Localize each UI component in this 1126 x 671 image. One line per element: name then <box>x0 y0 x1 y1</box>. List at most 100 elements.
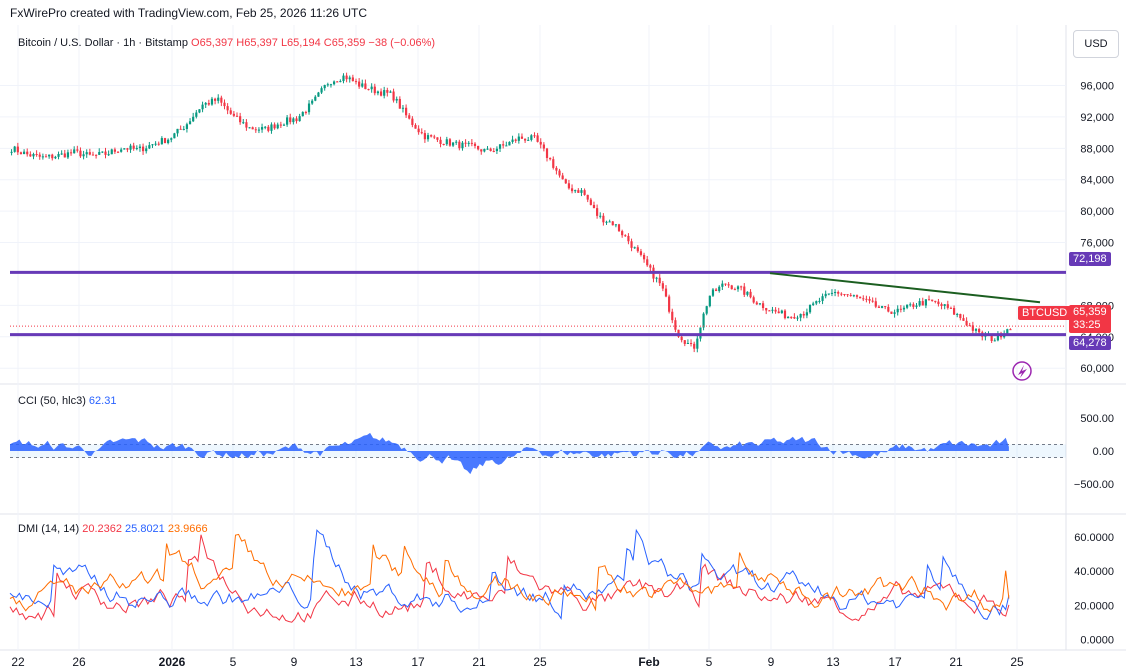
candle-body <box>927 299 931 301</box>
candle-body <box>48 154 51 157</box>
candle-body <box>743 286 746 295</box>
candle-body <box>35 154 38 156</box>
candle-body <box>123 148 126 150</box>
low-value: L65,194 <box>280 37 321 49</box>
x-tick-label: 13 <box>349 655 363 669</box>
candle-body <box>126 148 129 150</box>
candle-body <box>104 151 107 155</box>
candle-body <box>235 115 239 117</box>
candle-body <box>821 296 824 301</box>
candle-body <box>727 284 730 286</box>
candle-body <box>567 183 571 189</box>
candle-body <box>307 103 311 113</box>
candle-body <box>195 112 198 117</box>
candle-body <box>868 298 871 301</box>
candle-body <box>614 224 617 226</box>
candle-body <box>414 124 417 129</box>
candle-body <box>768 310 771 312</box>
candle-body <box>937 301 940 305</box>
candle-body <box>514 139 517 141</box>
candle-body <box>968 325 971 327</box>
candle-body <box>304 112 307 114</box>
candle-body <box>19 152 23 155</box>
candle-body <box>802 313 805 316</box>
candle-body <box>934 300 937 302</box>
candle-body <box>959 313 962 319</box>
candle-body <box>483 149 486 152</box>
candle-body <box>336 81 339 83</box>
candle-body <box>602 215 605 223</box>
candle-body <box>639 251 643 255</box>
candle-body <box>173 133 176 139</box>
candle-body <box>276 124 279 129</box>
candle-body <box>580 190 583 193</box>
candle-body <box>88 152 91 155</box>
candle-body <box>846 294 849 296</box>
candle-body <box>912 304 915 307</box>
candle-body <box>464 142 467 144</box>
support-price-tag: 64,278 <box>1069 336 1111 350</box>
candle-body <box>990 334 993 342</box>
candle-body <box>896 308 899 313</box>
candle-body <box>686 342 690 344</box>
axis-layer: 22 26 2026 5 9 13 17 21 25 Feb 5 9 13 17 21 25 96,000 92,… <box>11 80 1114 669</box>
candle-body <box>577 190 580 193</box>
candle-body <box>818 300 821 302</box>
candle-body <box>871 300 874 302</box>
candle-body <box>489 148 492 151</box>
candle-body <box>583 190 586 195</box>
candle-body <box>188 121 192 125</box>
candle-body <box>210 98 214 105</box>
candle-body <box>245 122 248 128</box>
candle-body <box>267 126 270 131</box>
candle-body <box>176 128 179 134</box>
candle-body <box>332 81 336 85</box>
candle-body <box>32 154 35 157</box>
candle-body <box>815 301 818 304</box>
candle-body <box>909 304 912 306</box>
candle-body <box>621 231 624 236</box>
candle-body <box>379 91 383 96</box>
candle-body <box>361 83 364 87</box>
candle-body <box>765 308 768 311</box>
candle-body <box>705 306 708 314</box>
x-tick-label: 5 <box>230 655 237 669</box>
dmi-tick-label: 60.0000 <box>1074 532 1114 544</box>
cci-pane <box>10 432 1066 475</box>
candle-body <box>949 307 953 309</box>
candle-body <box>752 297 755 303</box>
high-value: H65,397 <box>236 37 278 49</box>
candle-body <box>339 81 342 83</box>
candle-body <box>151 144 154 146</box>
candle-body <box>22 151 26 155</box>
candle-body <box>120 149 123 152</box>
candle-body <box>599 215 602 217</box>
candle-body <box>254 129 257 131</box>
candle-body <box>430 135 433 137</box>
candle-body <box>520 136 524 139</box>
price-tick-label: 88,000 <box>1080 143 1114 155</box>
candle-body <box>956 313 959 315</box>
x-tick-label: 21 <box>472 655 486 669</box>
candle-body <box>724 283 727 285</box>
candle-body <box>76 149 79 151</box>
x-tick-label: 17 <box>888 655 902 669</box>
candle-body <box>439 139 442 144</box>
candle-body <box>962 318 965 321</box>
candle-body <box>467 142 470 144</box>
candle-body <box>386 90 389 93</box>
candle-body <box>508 141 511 146</box>
close-value: C65,359 <box>323 37 366 49</box>
candle-body <box>777 311 780 314</box>
candle-body <box>461 142 464 149</box>
candle-body <box>486 148 489 150</box>
cci-label: CCI (50, hlc3) <box>18 395 86 407</box>
candle-body <box>890 311 893 314</box>
currency-button[interactable]: USD <box>1073 30 1119 58</box>
candle-body <box>63 153 66 158</box>
logo-bolt <box>1018 365 1027 378</box>
candle-body <box>880 306 884 308</box>
candle-body <box>558 170 561 176</box>
candle-body <box>13 146 16 152</box>
